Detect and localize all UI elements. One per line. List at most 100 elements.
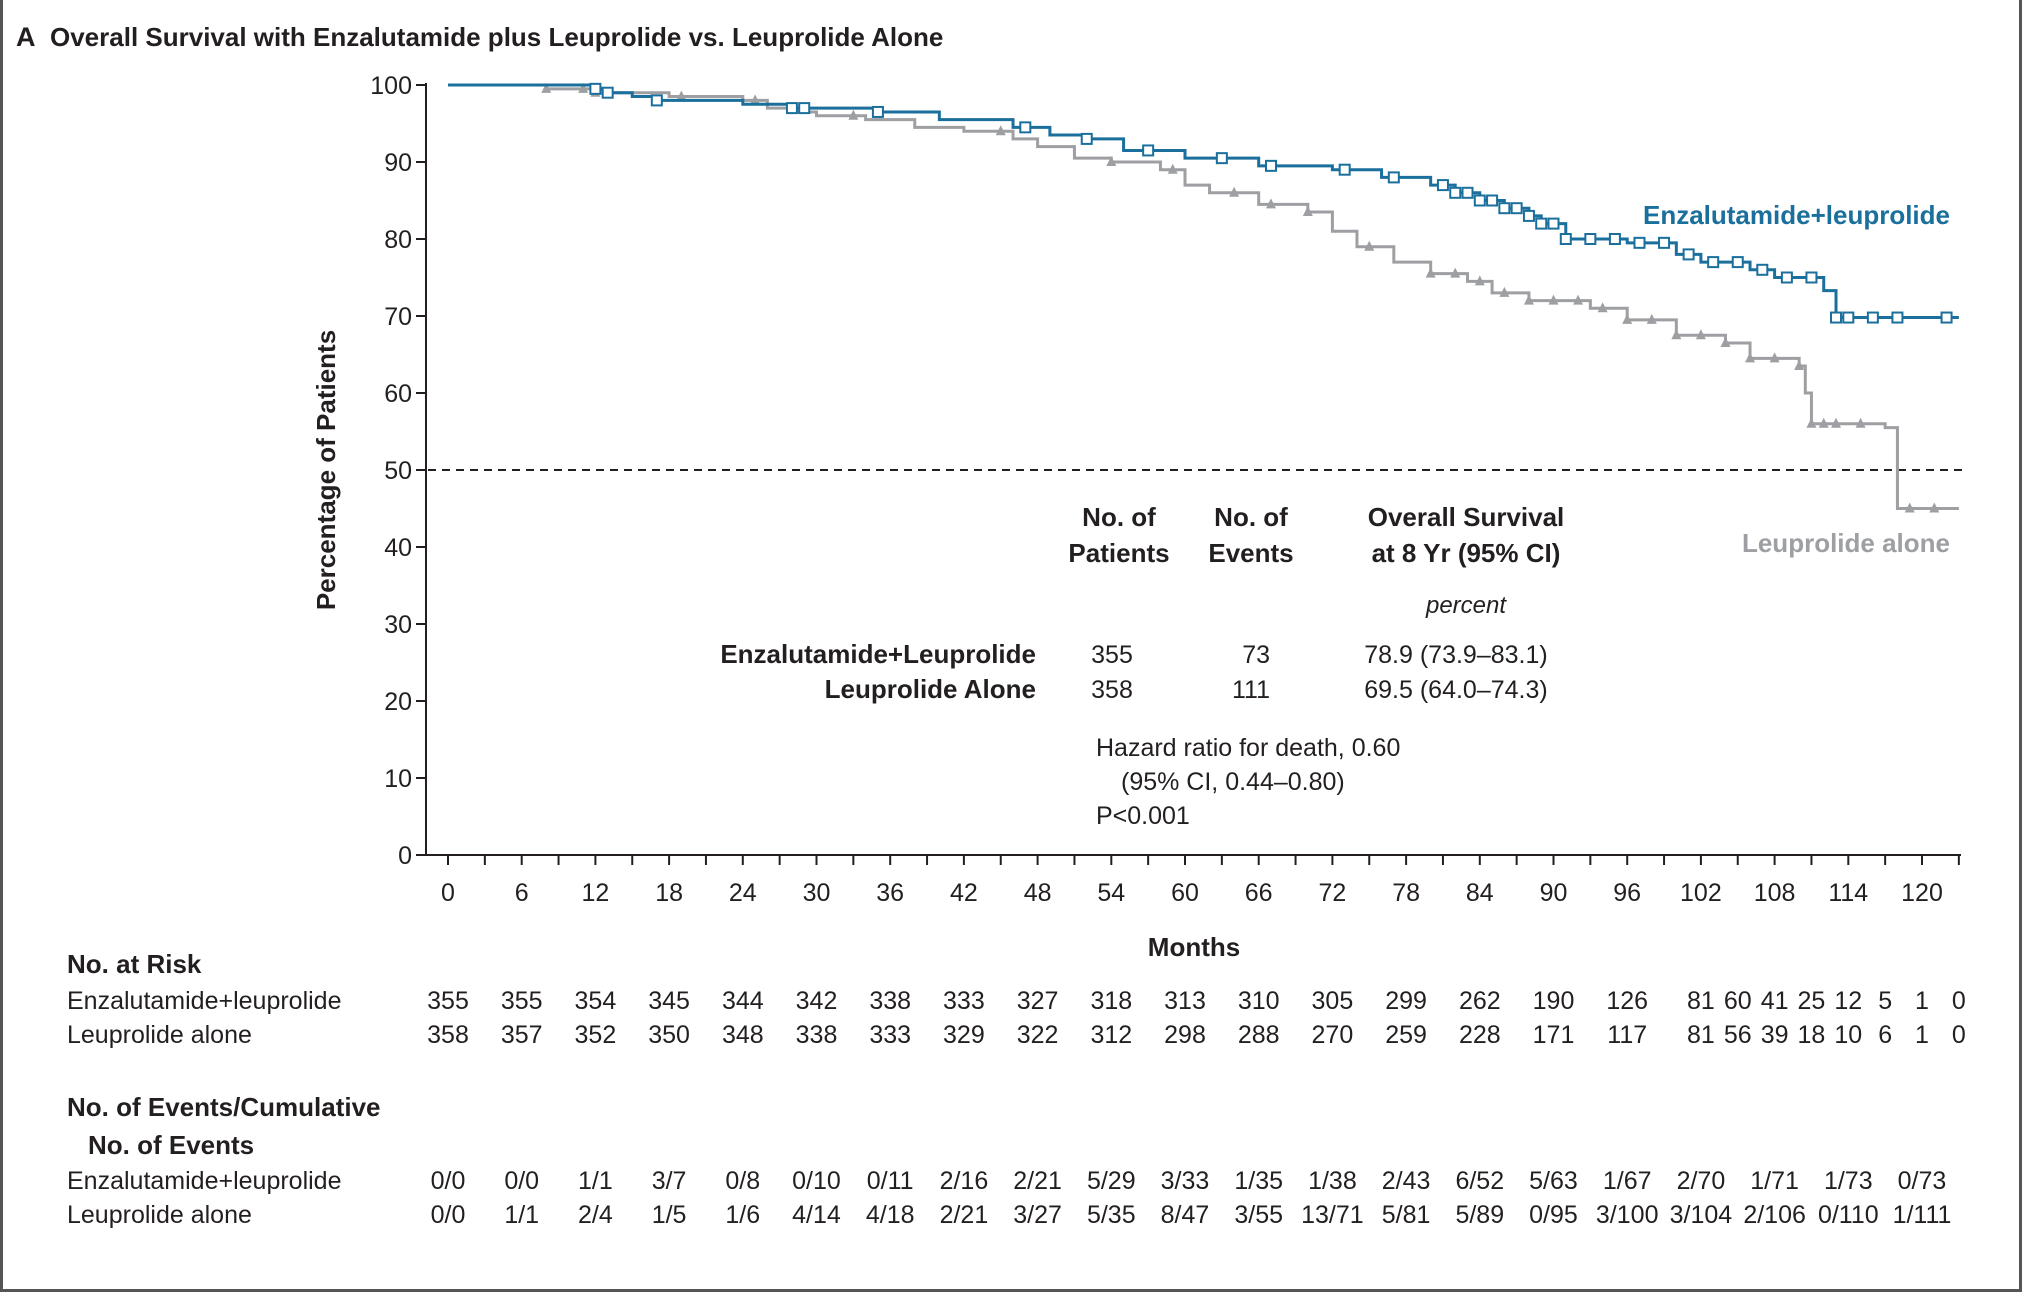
censor-mark-triangle xyxy=(1474,275,1485,286)
events-value: 0/0 xyxy=(431,1201,466,1229)
at-risk-heading: No. at Risk xyxy=(67,949,202,979)
at-risk-value: 270 xyxy=(1312,1021,1354,1049)
at-risk-value: 313 xyxy=(1164,987,1206,1015)
at-risk-value: 358 xyxy=(427,1021,469,1049)
events-value: 3/100 xyxy=(1596,1201,1659,1229)
y-tick-label: 80 xyxy=(384,226,412,254)
events-value: 5/63 xyxy=(1529,1167,1578,1195)
censor-mark-triangle xyxy=(1302,206,1313,217)
survival-curve-leuprolide xyxy=(448,83,1959,510)
at-risk-value: 305 xyxy=(1312,987,1354,1015)
y-tick-label: 0 xyxy=(398,842,412,870)
series-label-leuprolide: Leuprolide alone xyxy=(1742,528,1950,558)
censor-mark-square xyxy=(1756,263,1769,276)
at-risk-value: 298 xyxy=(1164,1021,1206,1049)
censor-mark-square xyxy=(1842,311,1855,324)
events-value: 1/38 xyxy=(1308,1167,1357,1195)
x-tick-label: 12 xyxy=(581,879,609,907)
at-risk-value: 171 xyxy=(1533,1021,1575,1049)
censor-mark-square xyxy=(1080,132,1093,145)
summary-events: 111 xyxy=(1232,676,1270,704)
events-value: 0/11 xyxy=(867,1167,914,1195)
y-tick-label: 70 xyxy=(384,303,412,331)
censor-mark-square xyxy=(650,94,663,107)
y-tick-label: 10 xyxy=(384,765,412,793)
censor-mark-square xyxy=(1486,194,1499,207)
censor-mark-square xyxy=(871,105,884,118)
censor-mark-square xyxy=(1584,233,1597,245)
events-value: 13/71 xyxy=(1301,1201,1364,1229)
y-tick-label: 20 xyxy=(384,688,412,716)
events-value: 2/70 xyxy=(1677,1167,1726,1195)
at-risk-value: 288 xyxy=(1238,1021,1280,1049)
censor-mark-triangle xyxy=(1794,360,1805,371)
events-value: 2/21 xyxy=(940,1201,989,1229)
censor-mark-triangle xyxy=(750,94,761,105)
events-value: 6/52 xyxy=(1455,1167,1504,1195)
censor-mark-square xyxy=(1498,202,1511,215)
censor-mark-triangle xyxy=(1769,352,1780,363)
at-risk-value: 126 xyxy=(1606,987,1648,1015)
events-value: 2/4 xyxy=(578,1201,613,1229)
at-risk-value: 327 xyxy=(1017,987,1059,1015)
events-value: 1/111 xyxy=(1893,1201,1952,1229)
summary-survival: 69.5 (64.0–74.3) xyxy=(1364,676,1547,704)
at-risk-value: 0 xyxy=(1952,987,1966,1015)
x-tick-label: 60 xyxy=(1171,879,1199,907)
summary-events: 73 xyxy=(1242,641,1270,669)
events-value: 0/73 xyxy=(1898,1167,1947,1195)
events-value: 2/43 xyxy=(1382,1167,1431,1195)
at-risk-value: 190 xyxy=(1533,987,1575,1015)
events-value: 8/47 xyxy=(1161,1201,1210,1229)
events-value: 3/7 xyxy=(652,1167,687,1195)
y-tick-label: 100 xyxy=(370,72,412,100)
censor-mark-triangle xyxy=(1646,313,1657,324)
summary-patients: 355 xyxy=(1091,641,1133,669)
censor-mark-square xyxy=(1019,121,1032,134)
censor-mark-square xyxy=(1522,209,1535,222)
at-risk-value: 1 xyxy=(1915,1021,1929,1049)
x-tick-label: 30 xyxy=(803,879,831,907)
summary-header: Events xyxy=(1208,538,1293,568)
events-value: 5/29 xyxy=(1087,1167,1136,1195)
at-risk-value: 25 xyxy=(1798,987,1826,1015)
events-value: 1/6 xyxy=(725,1201,760,1229)
x-tick-label: 102 xyxy=(1680,879,1722,907)
x-tick-label: 18 xyxy=(655,879,683,907)
x-tick-label: 78 xyxy=(1392,879,1420,907)
at-risk-value: 117 xyxy=(1607,1021,1647,1049)
hazard-ratio-text: P<0.001 xyxy=(1096,802,1190,830)
censor-mark-triangle xyxy=(848,109,859,120)
at-risk-value: 338 xyxy=(869,987,911,1015)
panel-letter: A xyxy=(16,22,36,52)
censor-mark-triangle xyxy=(1425,267,1436,278)
at-risk-value: 10 xyxy=(1834,1021,1862,1049)
censor-mark-triangle xyxy=(1904,502,1915,513)
censor-mark-square xyxy=(601,86,614,99)
x-tick-label: 108 xyxy=(1754,879,1796,907)
x-tick-label: 36 xyxy=(876,879,904,907)
events-value: 0/8 xyxy=(725,1167,760,1195)
events-heading: No. of Events/Cumulative xyxy=(67,1092,381,1122)
summary-header: Patients xyxy=(1068,538,1169,568)
at-risk-value: 56 xyxy=(1724,1021,1752,1049)
at-risk-value: 5 xyxy=(1878,987,1892,1015)
at-risk-value: 333 xyxy=(869,1021,911,1049)
at-risk-value: 12 xyxy=(1834,987,1862,1015)
events-value: 1/1 xyxy=(578,1167,613,1195)
censor-mark-triangle xyxy=(1855,417,1866,428)
censor-mark-square xyxy=(589,82,602,95)
censor-mark-triangle xyxy=(1573,294,1584,305)
at-risk-value: 345 xyxy=(648,987,690,1015)
censor-mark-square xyxy=(1780,271,1793,284)
censor-mark-square xyxy=(1264,159,1277,172)
censor-mark-triangle xyxy=(1265,198,1276,209)
censor-mark-triangle xyxy=(1745,352,1756,363)
summary-group-label: Leuprolide Alone xyxy=(825,674,1036,704)
events-value: 1/67 xyxy=(1603,1167,1652,1195)
at-risk-value: 312 xyxy=(1090,1021,1132,1049)
events-value: 3/55 xyxy=(1234,1201,1283,1229)
censor-mark-triangle xyxy=(1720,336,1731,347)
